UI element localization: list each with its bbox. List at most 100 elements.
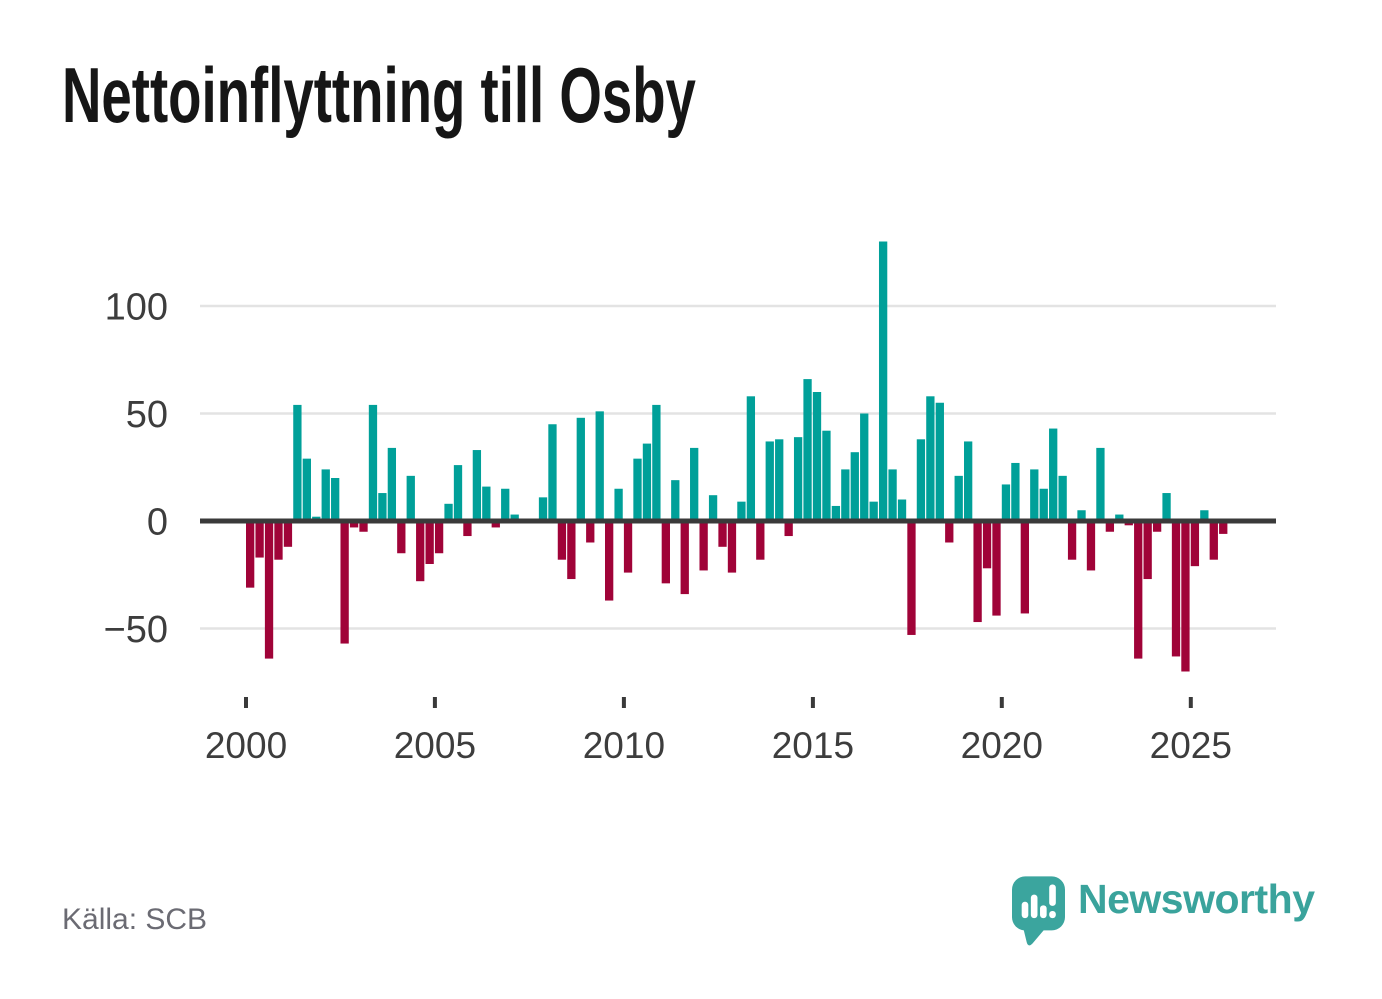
bar-2014Q2: [784, 521, 793, 537]
bar-2015Q1: [812, 392, 822, 521]
bar-2004Q4: [425, 521, 434, 564]
bar-2009Q3: [605, 521, 614, 601]
bar-2022Q3: [1096, 447, 1105, 521]
bar-2000Q3: [264, 521, 274, 659]
bar-2011Q2: [671, 480, 680, 521]
bar-2019Q3: [982, 521, 992, 569]
bar-2021Q3: [1058, 475, 1067, 521]
bar-2003Q2: [368, 404, 378, 521]
bar-2019Q2: [973, 521, 982, 623]
bar-2012Q3: [718, 521, 727, 547]
bar-2025Q4: [1219, 521, 1228, 534]
y-axis-label: 50: [126, 394, 168, 436]
bar-2024Q3: [1171, 521, 1181, 657]
bar-2007Q1: [510, 514, 519, 521]
x-tick: [244, 697, 248, 708]
y-axis-label: 0: [147, 502, 168, 544]
bar-2025Q2: [1200, 510, 1209, 521]
bar-2020Q2: [1011, 462, 1020, 521]
bar-2010Q1: [623, 521, 633, 573]
bar-2023Q1: [1115, 514, 1124, 521]
bar-2000Q1: [246, 521, 255, 588]
bar-2014Q1: [775, 439, 784, 521]
bar-2020Q1: [1001, 484, 1011, 521]
bar-2017Q2: [897, 499, 907, 521]
bar-2017Q3: [907, 521, 916, 635]
zero-axis-line: [200, 518, 1276, 524]
x-tick: [999, 697, 1004, 708]
bar-2002Q4: [349, 521, 359, 528]
bar-2015Q3: [831, 505, 841, 521]
bar-2022Q2: [1086, 521, 1096, 571]
bar-2025Q1: [1190, 521, 1200, 567]
bar-2001Q1: [283, 521, 293, 547]
x-tick: [1188, 697, 1193, 708]
bar-2006Q1: [472, 450, 482, 521]
bar-2013Q3: [756, 521, 765, 560]
bar-2015Q2: [822, 430, 831, 521]
bar-2010Q3: [642, 443, 652, 521]
bar-2019Q1: [964, 441, 973, 521]
bar-2007Q4: [538, 497, 548, 521]
bar-2003Q1: [359, 521, 368, 532]
bar-2009Q4: [614, 488, 623, 521]
bar-2003Q3: [378, 493, 387, 521]
x-tick: [432, 697, 437, 708]
bar-2016Q3: [869, 501, 878, 521]
newsworthy-logo-text: Newsworthy: [1078, 876, 1315, 922]
bar-2016Q4: [878, 241, 888, 521]
bar-2005Q2: [444, 503, 453, 521]
bar-2000Q4: [274, 521, 283, 560]
bar-2020Q4: [1030, 469, 1039, 521]
bar-2004Q2: [406, 475, 415, 521]
bar-2010Q4: [652, 404, 661, 521]
bar-2024Q2: [1162, 493, 1171, 521]
bar-2013Q2: [746, 396, 756, 521]
chart-title: Nettoinflyttning till Osby: [62, 51, 696, 139]
bar-2004Q3: [416, 521, 425, 582]
x-axis-label: 2025: [1150, 725, 1232, 766]
bar-2001Q2: [293, 404, 302, 521]
y-axis-label: −50: [104, 609, 168, 651]
gridline: [200, 627, 1276, 630]
bar-2017Q4: [916, 439, 926, 521]
bar-2001Q3: [302, 458, 311, 521]
y-axis-label: 100: [105, 287, 168, 329]
bar-2012Q4: [727, 521, 737, 573]
bar-2002Q2: [331, 478, 340, 521]
bar-2012Q2: [708, 495, 718, 521]
x-axis-label: 2020: [961, 725, 1043, 766]
bar-2025Q3: [1209, 521, 1218, 560]
bar-2005Q4: [463, 521, 472, 537]
bar-2022Q4: [1105, 521, 1115, 532]
x-axis-label: 2015: [772, 725, 854, 766]
bar-2015Q4: [841, 469, 850, 521]
x-axis-label: 2000: [205, 725, 287, 766]
bar-2021Q4: [1067, 521, 1077, 560]
bar-2018Q2: [935, 402, 944, 521]
bar-2008Q3: [567, 521, 576, 580]
gridline: [200, 412, 1276, 415]
bar-2014Q3: [793, 437, 803, 521]
bar-2009Q2: [595, 411, 604, 521]
bar-2024Q1: [1152, 521, 1162, 532]
bar-2005Q3: [453, 465, 463, 521]
bar-2008Q2: [557, 521, 567, 560]
bar-2006Q4: [501, 488, 510, 521]
bar-2000Q2: [255, 521, 264, 558]
bar-2004Q1: [397, 521, 406, 554]
bar-2002Q3: [340, 521, 349, 644]
bar-2012Q1: [699, 521, 708, 571]
bar-2016Q1: [850, 452, 859, 521]
bar-2011Q4: [690, 447, 699, 521]
bar-2017Q1: [888, 469, 897, 521]
bar-2021Q1: [1039, 488, 1048, 521]
bar-2022Q1: [1077, 510, 1086, 521]
bar-2013Q4: [765, 441, 774, 521]
source-label: Källa: SCB: [62, 903, 208, 936]
bar-2024Q4: [1181, 521, 1190, 672]
bar-2002Q1: [321, 469, 330, 521]
x-axis-label: 2005: [394, 725, 476, 766]
x-axis-label: 2010: [583, 725, 665, 766]
